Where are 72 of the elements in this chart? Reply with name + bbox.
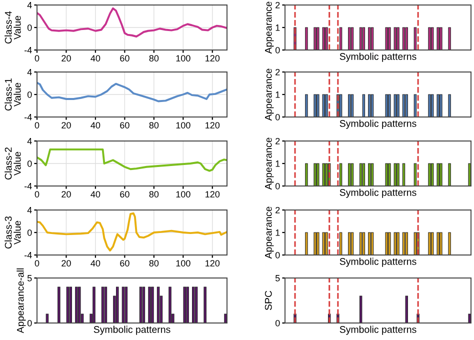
y-tick-label: 0 [275, 252, 280, 258]
y-axis-title: Appearance-all [16, 268, 26, 334]
x-tick-label: 20 [62, 260, 71, 266]
y-tick-label: 0 [275, 320, 280, 326]
x-axis-title: Symbolic patterns [94, 326, 170, 335]
x-tick-label: 80 [149, 260, 159, 266]
x-tick-label: 120 [206, 260, 220, 266]
y-tick-label: 0 [27, 160, 32, 167]
y-tick-label: -4 [24, 47, 32, 54]
x-tick-label: 120 [206, 191, 220, 198]
y-axis-title: Class-4 Value [4, 11, 21, 44]
x-tick-label: 0 [34, 260, 40, 266]
y-tick-label: 0 [27, 24, 32, 31]
y-tick-label: 2 [276, 138, 280, 144]
y-axis-title: Appearance [265, 138, 274, 190]
y-tick-label: -4 [24, 252, 32, 258]
y-tick-label: 1 [276, 230, 280, 236]
y-axis-title: Class-2 Value [4, 148, 21, 180]
x-axis-title: Symbolic patterns [340, 120, 416, 129]
x-tick-label: 60 [120, 260, 130, 266]
x-tick-label: 100 [176, 191, 190, 198]
x-tick-label: 80 [149, 55, 159, 62]
y-tick-label: 0 [27, 91, 32, 98]
x-tick-label: 120 [206, 55, 220, 62]
y-axis-title: Appearance [265, 68, 274, 121]
y-tick-label: 2 [276, 2, 280, 8]
x-tick-label: 20 [62, 55, 71, 62]
y-tick-label: 5 [275, 275, 280, 282]
y-tick-label: 0 [275, 114, 280, 120]
y-tick-label: 0 [275, 182, 280, 190]
y-tick-label: -4 [24, 183, 32, 190]
y-tick-label: 1 [276, 160, 280, 167]
x-axis-title: Symbolic patterns [340, 326, 416, 335]
y-tick-label: 0 [275, 46, 280, 54]
x-tick-label: 100 [176, 260, 190, 266]
x-tick-label: 40 [90, 55, 100, 62]
y-tick-label: -4 [24, 114, 32, 120]
x-tick-label: 0 [34, 191, 40, 198]
x-tick-label: 60 [120, 55, 130, 62]
y-axis-title: SPC [264, 290, 272, 310]
x-tick-label: 0 [34, 122, 40, 128]
y-tick-label: 1 [276, 92, 280, 98]
y-axis-title: Class-3 Value [4, 216, 21, 248]
y-tick-label: 4 [27, 138, 32, 144]
x-tick-label: 80 [149, 191, 159, 198]
x-tick-label: 80 [149, 122, 159, 128]
y-tick-label: 0 [27, 320, 32, 326]
x-tick-label: 100 [176, 55, 190, 62]
y-tick-label: 2 [276, 68, 280, 76]
x-axis-title: Symbolic patterns [340, 52, 416, 62]
x-tick-label: 40 [90, 122, 100, 128]
y-axis-title: Appearance [265, 2, 274, 54]
x-tick-label: 60 [120, 122, 130, 128]
x-tick-label: 40 [90, 191, 100, 198]
y-tick-label: 4 [27, 2, 32, 8]
y-axis-title: Appearance [265, 206, 274, 259]
y-tick-label: 5 [27, 275, 32, 282]
x-axis-title: Symbolic patterns [340, 188, 416, 198]
x-tick-label: 60 [120, 191, 130, 198]
x-tick-label: 100 [176, 122, 190, 128]
y-tick-label: 4 [27, 69, 32, 76]
y-tick-label: 2 [276, 206, 280, 214]
y-tick-label: 1 [276, 24, 280, 31]
x-tick-label: 0 [34, 55, 40, 62]
x-tick-label: 120 [206, 122, 220, 128]
y-axis-title: Class-1 Value [4, 78, 21, 110]
x-tick-label: 40 [90, 260, 100, 266]
y-tick-label: 0 [27, 229, 32, 236]
y-tick-label: 4 [27, 207, 32, 214]
x-tick-label: 20 [62, 122, 71, 128]
x-axis-title: Symbolic patterns [340, 258, 416, 267]
x-tick-label: 20 [62, 191, 71, 198]
